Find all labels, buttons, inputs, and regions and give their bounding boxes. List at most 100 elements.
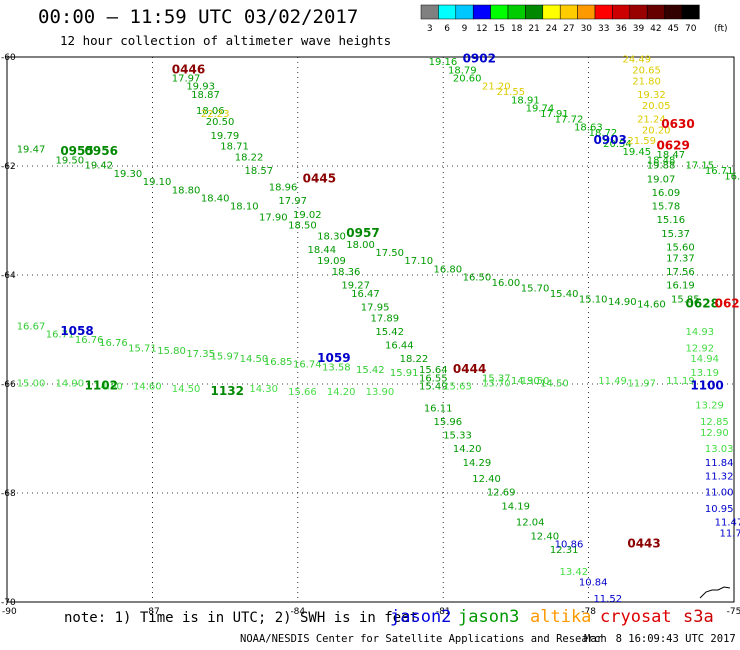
swh-value: 10.95 — [705, 504, 734, 515]
swh-value: 17.10 — [404, 256, 433, 267]
swh-value: 19.74 — [526, 104, 555, 115]
colorbar-swatch — [542, 4, 561, 20]
swh-value: 18.06 — [196, 106, 225, 117]
swh-value: 14.50 — [540, 379, 569, 390]
swh-value: 11.00 — [705, 488, 734, 499]
swh-value: 18.63 — [574, 123, 603, 134]
colorbar-label: 30 — [581, 24, 593, 34]
swh-value: 16.19 — [666, 281, 695, 292]
colorbar-swatch — [664, 4, 683, 20]
pass-time-label: 0957 — [346, 226, 379, 240]
swh-value: 11.73 — [719, 529, 740, 540]
swh-value: 15.71 — [128, 343, 157, 354]
x-tick-label: -87 — [145, 607, 160, 617]
swh-value: 12.31 — [550, 545, 579, 556]
pass-time-label: 0628 — [686, 297, 719, 311]
swh-value: 11.19 — [666, 376, 695, 387]
pass-time-label: 1132 — [211, 384, 244, 398]
colorbar-label: 70 — [685, 24, 697, 34]
pass-time-label: 0955 — [60, 144, 93, 158]
swh-value: 18.96 — [269, 183, 298, 194]
swh-value: 16.44 — [385, 341, 414, 352]
swh-value: 15.42 — [356, 365, 385, 376]
legend-cryosat: cryosat — [600, 607, 672, 627]
swh-value: 21.59 — [627, 136, 656, 147]
swh-value: 19.50 — [55, 155, 84, 166]
colorbar-label: 45 — [668, 24, 679, 34]
colorbar-swatch — [507, 4, 526, 20]
swh-value: 19.09 — [317, 256, 346, 267]
y-tick-label: -68 — [1, 489, 16, 499]
swh-value: 21.24 — [637, 114, 666, 125]
swh-value: 14.90 — [55, 379, 84, 390]
swh-value: 16.11 — [424, 403, 453, 414]
swh-value: 19.93 — [186, 82, 215, 93]
colorbar-swatch — [612, 4, 631, 20]
pass-time-label: 0629 — [656, 139, 689, 153]
swh-value: 19.10 — [143, 177, 172, 188]
swh-value: 13.42 — [560, 567, 589, 578]
swh-value: 18.57 — [244, 166, 273, 177]
coastline — [699, 586, 731, 599]
colorbar-swatch — [577, 4, 596, 20]
swh-value: 18.80 — [172, 185, 201, 196]
swh-value: 15.33 — [443, 431, 472, 442]
swh-value: 14.93 — [686, 327, 715, 338]
swh-value: 12.85 — [700, 417, 729, 428]
colorbar-label: 24 — [546, 24, 558, 34]
swh-value: 13.03 — [705, 444, 734, 455]
pass-time-label: 0629 — [715, 297, 740, 311]
x-tick-label: -78 — [581, 607, 596, 617]
x-tick-label: -90 — [2, 607, 17, 617]
swh-value: 17.15 — [686, 161, 715, 172]
colorbar-swatch — [559, 4, 578, 20]
swh-value: 18.71 — [220, 142, 249, 153]
pass-time-label: 1100 — [690, 378, 723, 392]
swh-value: 10.84 — [579, 578, 608, 589]
y-tick-label: -66 — [1, 380, 16, 390]
swh-value: 18.48 — [647, 155, 676, 166]
swh-value: 15.60 — [666, 242, 695, 253]
swh-value: 18.50 — [288, 221, 317, 232]
swh-value: 16.74 — [293, 360, 322, 371]
swh-value: 11.47 — [715, 518, 740, 529]
swh-value: 14.80 — [94, 381, 123, 392]
swh-value: 20.50 — [206, 117, 235, 128]
colorbar-label: 3 — [427, 24, 433, 34]
colorbar-swatch — [438, 4, 457, 20]
swh-value: 11.49 — [598, 376, 627, 387]
colorbar-label: 15 — [494, 24, 505, 34]
swh-value: 19.47 — [17, 144, 46, 155]
swh-value: 19.79 — [211, 131, 240, 142]
swh-value: 24.49 — [623, 54, 652, 65]
units-note: note: 1) Time is in UTC; 2) SWH is in fe… — [64, 610, 419, 626]
swh-value: 12.40 — [472, 474, 501, 485]
swh-value: 17.89 — [371, 313, 400, 324]
colorbar-swatch — [455, 4, 474, 20]
swh-value: 13.50 — [521, 376, 550, 387]
swh-value: 16.00 — [492, 278, 521, 289]
swh-value: 14.90 — [511, 376, 540, 387]
swh-value: 14.50 — [240, 354, 269, 365]
colorbar-swatch — [646, 4, 665, 20]
swh-value: 16.85 — [264, 357, 293, 368]
colorbar-label: 18 — [511, 24, 523, 34]
swh-value: 18.36 — [332, 267, 361, 278]
colorbar-swatch — [594, 4, 613, 20]
chart-title: 00:00 – 11:59 UTC 03/02/2017 — [38, 6, 359, 28]
pass-time-label: 0443 — [627, 537, 660, 551]
swh-value: 14.90 — [608, 297, 637, 308]
swh-value: 19.42 — [85, 161, 114, 172]
colorbar-label: 36 — [615, 24, 627, 34]
swh-value: 15.78 — [652, 202, 681, 213]
colorbar-swatch — [472, 4, 491, 20]
swh-value: 19.27 — [341, 281, 370, 292]
swh-value: 10.86 — [555, 540, 584, 551]
swh-value: 17.91 — [540, 109, 569, 120]
pass-time-label: 0444 — [453, 362, 486, 376]
swh-value: 18.79 — [448, 65, 477, 76]
colorbar-label: 9 — [462, 24, 468, 34]
swh-value: 15.63 — [443, 381, 472, 392]
swh-value: 16.71 — [705, 166, 734, 177]
swh-value: 16.76 — [75, 335, 104, 346]
